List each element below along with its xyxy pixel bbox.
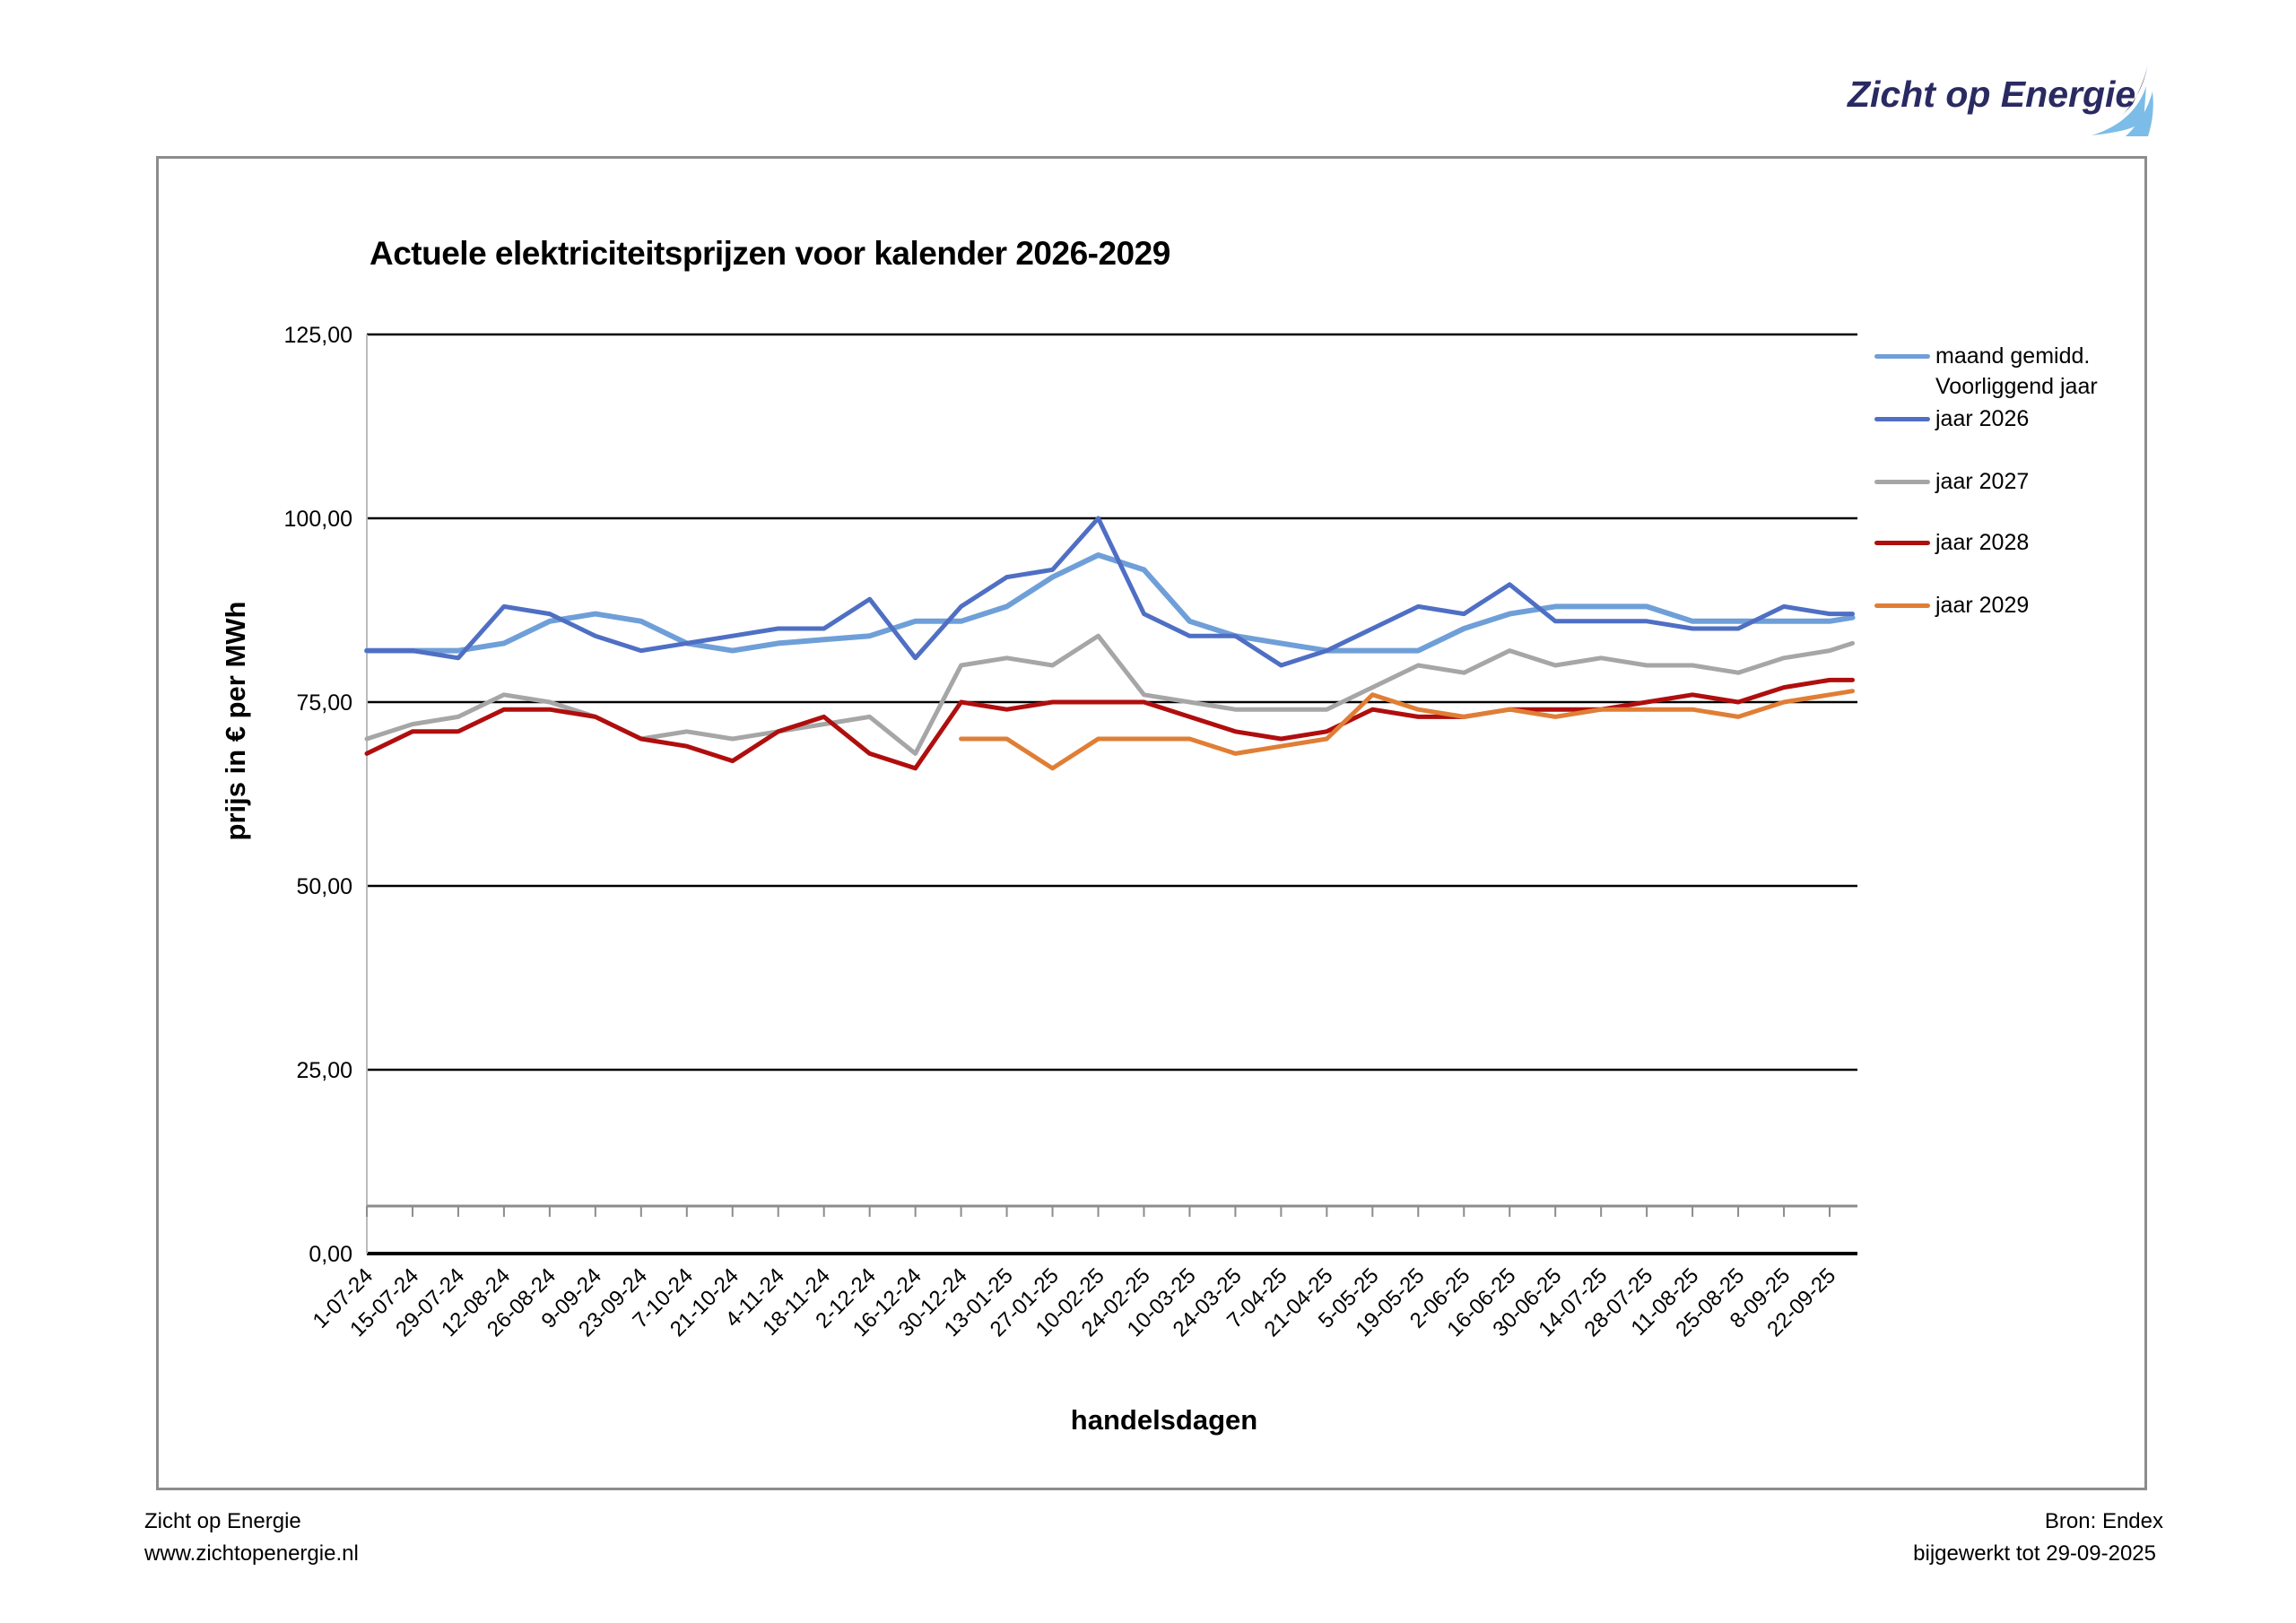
legend-swatch bbox=[1874, 417, 1930, 421]
zicht-op-energie-logo: Zicht op Energie bbox=[1848, 59, 2170, 140]
y-tick-label: 100,00 bbox=[284, 507, 352, 532]
series-line-jaar-2029 bbox=[959, 689, 1855, 771]
y-tick-label: 75,00 bbox=[296, 690, 352, 716]
legend-swatch bbox=[1874, 541, 1930, 545]
chart-title: Actuele elektriciteitsprijzen voor kalen… bbox=[370, 235, 1170, 272]
legend-label: jaar 2026 bbox=[1935, 406, 2030, 431]
series-line-jaar-2027 bbox=[364, 633, 1855, 756]
series-line-jaar-2028 bbox=[364, 677, 1855, 771]
footer-url[interactable]: www.zichtopenergie.nl bbox=[144, 1541, 359, 1566]
y-axis-label: prijs in € per MWh bbox=[220, 601, 251, 841]
logo-text: Zicht op Energie bbox=[1848, 74, 2136, 115]
y-tick-label: 125,00 bbox=[284, 323, 352, 348]
footer-source: Bron: Endex bbox=[2044, 1509, 2163, 1533]
legend-swatch bbox=[1874, 603, 1930, 608]
y-tick-label: 50,00 bbox=[296, 874, 352, 899]
legend-label: jaar 2028 bbox=[1935, 530, 2030, 555]
x-axis-label: handelsdagen bbox=[1070, 1404, 1258, 1436]
footer-updated: bijgewerkt tot 29-09-2025 bbox=[1913, 1541, 2156, 1566]
series-line-maand-gemidd- bbox=[364, 552, 1856, 654]
legend-swatch bbox=[1874, 354, 1930, 359]
legend-label: maand gemidd. Voorliggend jaar bbox=[1935, 343, 2098, 399]
legend-swatch bbox=[1874, 480, 1930, 484]
y-tick-label: 25,00 bbox=[296, 1058, 352, 1083]
y-tick-label: 0,00 bbox=[309, 1242, 352, 1267]
sail-icon bbox=[2092, 61, 2153, 136]
footer-name: Zicht op Energie bbox=[144, 1509, 301, 1533]
chart-frame bbox=[156, 156, 2147, 1490]
legend-label: jaar 2027 bbox=[1935, 469, 2030, 494]
series-line-jaar-2026 bbox=[364, 516, 1855, 668]
legend-label: jaar 2029 bbox=[1935, 593, 2030, 618]
